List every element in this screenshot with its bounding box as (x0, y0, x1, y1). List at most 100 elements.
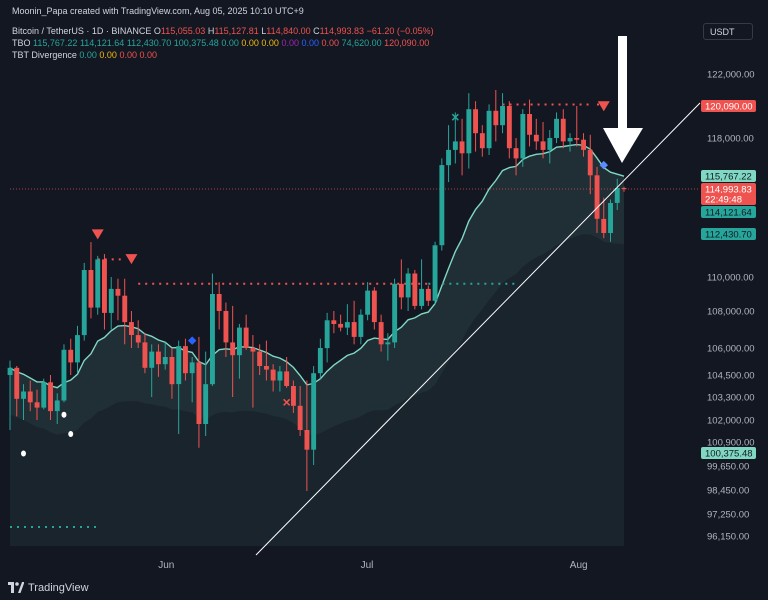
price-tag-bg (701, 228, 756, 240)
low-label: L (261, 26, 267, 36)
candle-body (405, 273, 411, 298)
legend-main-series: Bitcoin / TetherUS · 1D · BINANCE O115,0… (12, 26, 434, 36)
tbt-label[interactable]: TBT Divergence (12, 50, 77, 60)
candle-body (196, 362, 202, 424)
candle (459, 118, 465, 176)
candle (88, 242, 94, 319)
tbo-label[interactable]: TBO (12, 38, 31, 48)
candle-body (14, 367, 20, 399)
candle (284, 357, 290, 388)
candle (210, 273, 215, 386)
candle-body (223, 311, 229, 343)
candle (621, 186, 627, 192)
candle (486, 104, 492, 155)
cross-stroke (451, 113, 459, 121)
candle-body (466, 109, 472, 154)
candle-body (432, 245, 438, 301)
tbo-value: 0.00 (261, 38, 279, 48)
candle-body (21, 391, 26, 399)
candle-body (156, 351, 161, 365)
candle-body (412, 273, 418, 306)
candle (264, 340, 269, 381)
candle (432, 241, 438, 305)
price-tick-label: 103,300.00 (707, 393, 755, 404)
candle-body (129, 322, 134, 335)
tbt-value: 0.00 (99, 50, 117, 60)
candle-body (324, 320, 330, 349)
candle-body (425, 288, 431, 301)
price-tag-label: 22:49:48 (705, 195, 742, 206)
price-tick-label: 98,450.00 (707, 486, 749, 497)
candle (291, 380, 296, 413)
candle-body (81, 270, 87, 336)
tradingview-logo-icon (8, 582, 24, 593)
candle (317, 338, 323, 379)
candle-body (452, 141, 458, 150)
candle-body (142, 342, 148, 368)
tbt-value: 0.00 (79, 50, 97, 60)
candle-body (237, 327, 242, 356)
candle (533, 118, 539, 150)
candle (351, 300, 357, 345)
candle (54, 393, 60, 424)
candle (405, 268, 411, 311)
divergence-diamond-marker (187, 336, 197, 345)
sell-signal-marker (597, 101, 610, 112)
candle (196, 336, 202, 448)
candle-body (520, 114, 526, 159)
close-value: 114,993.83 (319, 26, 365, 36)
candle (594, 166, 600, 233)
price-tag: 115,767.22 (701, 170, 756, 183)
open-label: O (153, 26, 161, 36)
price-tag-label: 114,993.83 (705, 185, 752, 196)
candle-body (257, 351, 263, 366)
currency-button[interactable]: USDT (703, 23, 753, 40)
candle (608, 199, 613, 242)
buy-dot-marker (20, 450, 26, 457)
candle (129, 311, 134, 348)
candle (574, 106, 580, 147)
candle (237, 323, 242, 379)
price-axis[interactable]: 122,000.00 118,000.00 110,000.00 108,000.00… (707, 70, 755, 543)
candle (14, 366, 20, 417)
candle-body (371, 290, 377, 323)
price-tick-label: 99,650.00 (707, 462, 749, 473)
candle-body (338, 323, 344, 328)
time-axis[interactable]: Jun Jul Aug (158, 560, 587, 571)
candle-body (162, 357, 168, 365)
candle (479, 125, 485, 157)
candle-body (75, 335, 80, 363)
candle (297, 386, 303, 436)
price-tick-label: 122,000.00 (707, 70, 755, 81)
candle (331, 311, 337, 334)
symbol-title[interactable]: Bitcoin / TetherUS · 1D · BINANCE (12, 26, 152, 36)
tbo-value: 74,620.00 (341, 38, 382, 48)
candle (230, 305, 236, 397)
candle-body (527, 114, 532, 135)
candle (560, 109, 566, 149)
candle-body (304, 430, 310, 450)
candle (446, 125, 451, 183)
candle (581, 133, 586, 157)
low-value: 114,840.00 (266, 26, 311, 36)
candle-body (446, 149, 451, 166)
candle (412, 269, 418, 310)
arrow-head (603, 128, 643, 163)
price-tag: 112,430.70 (701, 228, 756, 241)
tradingview-footer: TradingView (8, 580, 89, 596)
candle (371, 287, 377, 330)
candle-body (398, 283, 404, 298)
candle-body (284, 371, 290, 386)
time-tick-label: Jul (361, 560, 374, 571)
candle-body (554, 118, 559, 138)
trendline[interactable] (255, 102, 701, 556)
tbo-value: 120,090.00 (384, 38, 430, 48)
candle (243, 314, 249, 350)
annotation-arrow[interactable] (603, 36, 643, 163)
candle (48, 375, 53, 420)
sell-signal-marker (125, 254, 138, 265)
candle (7, 360, 13, 430)
